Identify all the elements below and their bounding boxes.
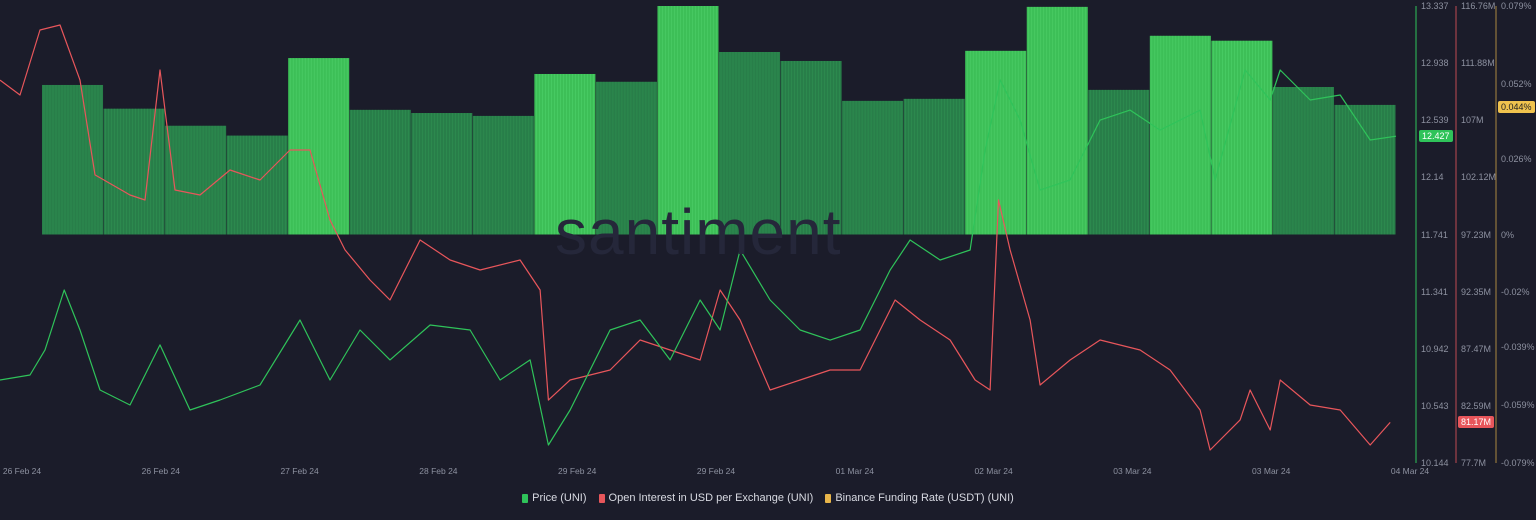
x-tick-label: 26 Feb 24: [2, 466, 42, 476]
funding-bar: [103, 108, 165, 235]
x-tick-label: 26 Feb 24: [141, 466, 180, 476]
price-tick-label: 13.337: [1421, 1, 1449, 11]
x-tick-label: 03 Mar 24: [1252, 466, 1291, 476]
legend-item-funding-rate[interactable]: Binance Funding Rate (USDT) (UNI): [825, 492, 1014, 504]
price-tick-label: 12.938: [1421, 58, 1449, 69]
price-current-badge: 12.427: [1419, 130, 1453, 143]
funding-bar: [349, 109, 411, 235]
open-interest-tick-label: 111.88M: [1461, 58, 1495, 69]
funding-bar: [1088, 89, 1150, 235]
funding-tick-label: -0.039%: [1501, 342, 1535, 353]
funding-bar: [903, 98, 965, 235]
open-interest-line: [0, 24, 1391, 451]
open-interest-tick-label: 116.76M: [1461, 1, 1496, 11]
price-tick-label: 10.942: [1421, 343, 1449, 354]
funding-tick-label: 0%: [1501, 229, 1515, 240]
funding-bar: [165, 125, 227, 235]
price-tick-label: 10.144: [1421, 458, 1449, 468]
chart-canvas: [0, 6, 1497, 463]
funding-bar: [42, 84, 104, 235]
funding-bar: [534, 73, 596, 235]
legend-item-open-interest[interactable]: Open Interest in USD per Exchange (UNI): [598, 492, 814, 504]
x-tick-label: 29 Feb 24: [558, 466, 597, 476]
funding-tick-label: -0.059%: [1501, 400, 1535, 411]
funding-tick-label: -0.079%: [1501, 458, 1535, 468]
funding-bar: [288, 58, 350, 235]
price-tick-label: 10.543: [1421, 400, 1449, 411]
open-interest-current-badge: 81.17M: [1458, 416, 1495, 429]
x-tick-label: 01 Mar 24: [835, 466, 874, 476]
legend-swatch-green: [522, 493, 529, 503]
funding-bar: [1149, 35, 1211, 235]
open-interest-tick-label: 97.23M: [1461, 229, 1492, 240]
open-interest-tick-label: 82.59M: [1461, 400, 1492, 411]
funding-bar: [472, 115, 534, 235]
funding-bar: [842, 100, 904, 235]
funding-bar: [1026, 6, 1088, 235]
open-interest-tick-label: 92.35M: [1461, 286, 1492, 297]
x-tick-label: 29 Feb 24: [696, 466, 736, 476]
x-tick-label: 02 Mar 24: [974, 466, 1013, 476]
x-tick-label: 03 Mar 24: [1113, 466, 1152, 476]
price-tick-label: 11.341: [1421, 286, 1448, 297]
funding-tick-label: -0.02%: [1501, 287, 1530, 298]
funding-bar: [411, 113, 473, 235]
legend-label: Price (UNI): [532, 492, 587, 504]
legend-label: Open Interest in USD per Exchange (UNI): [608, 492, 814, 504]
x-tick-label: 28 Feb 24: [419, 466, 458, 476]
open-interest-tick-label: 87.47M: [1461, 343, 1492, 354]
price-tick-label: 12.14: [1421, 172, 1444, 183]
price-tick-label: 11.741: [1421, 229, 1448, 240]
funding-bar: [595, 81, 657, 235]
funding-bar: [719, 51, 781, 235]
open-interest-tick-label: 107M: [1461, 115, 1484, 126]
legend-label: Binance Funding Rate (USDT) (UNI): [835, 492, 1014, 504]
legend-item-price[interactable]: Price (UNI): [522, 492, 587, 504]
funding-bar: [226, 135, 288, 235]
funding-bar: [780, 60, 842, 235]
legend: Price (UNI) Open Interest in USD per Exc…: [0, 492, 1536, 504]
funding-bar: [1272, 86, 1334, 235]
legend-swatch-yellow: [825, 493, 832, 503]
funding-tick-label: 0.026%: [1501, 154, 1532, 165]
x-tick-label: 27 Feb 24: [280, 466, 319, 476]
funding-bar: [1211, 40, 1273, 235]
price-line: [0, 69, 1397, 446]
open-interest-tick-label: 102.12M: [1461, 172, 1497, 183]
funding-bar: [1334, 104, 1396, 235]
funding-current-badge: 0.044%: [1498, 101, 1535, 114]
funding-tick-label: 0.079%: [1501, 1, 1532, 11]
funding-tick-label: 0.052%: [1501, 79, 1532, 90]
funding-bar: [965, 50, 1027, 235]
open-interest-tick-label: 77.7M: [1461, 458, 1487, 468]
funding-bar: [657, 6, 719, 235]
legend-swatch-red: [598, 493, 605, 503]
price-tick-label: 12.539: [1421, 115, 1449, 126]
x-tick-label: 04 Mar 24: [1390, 466, 1430, 476]
